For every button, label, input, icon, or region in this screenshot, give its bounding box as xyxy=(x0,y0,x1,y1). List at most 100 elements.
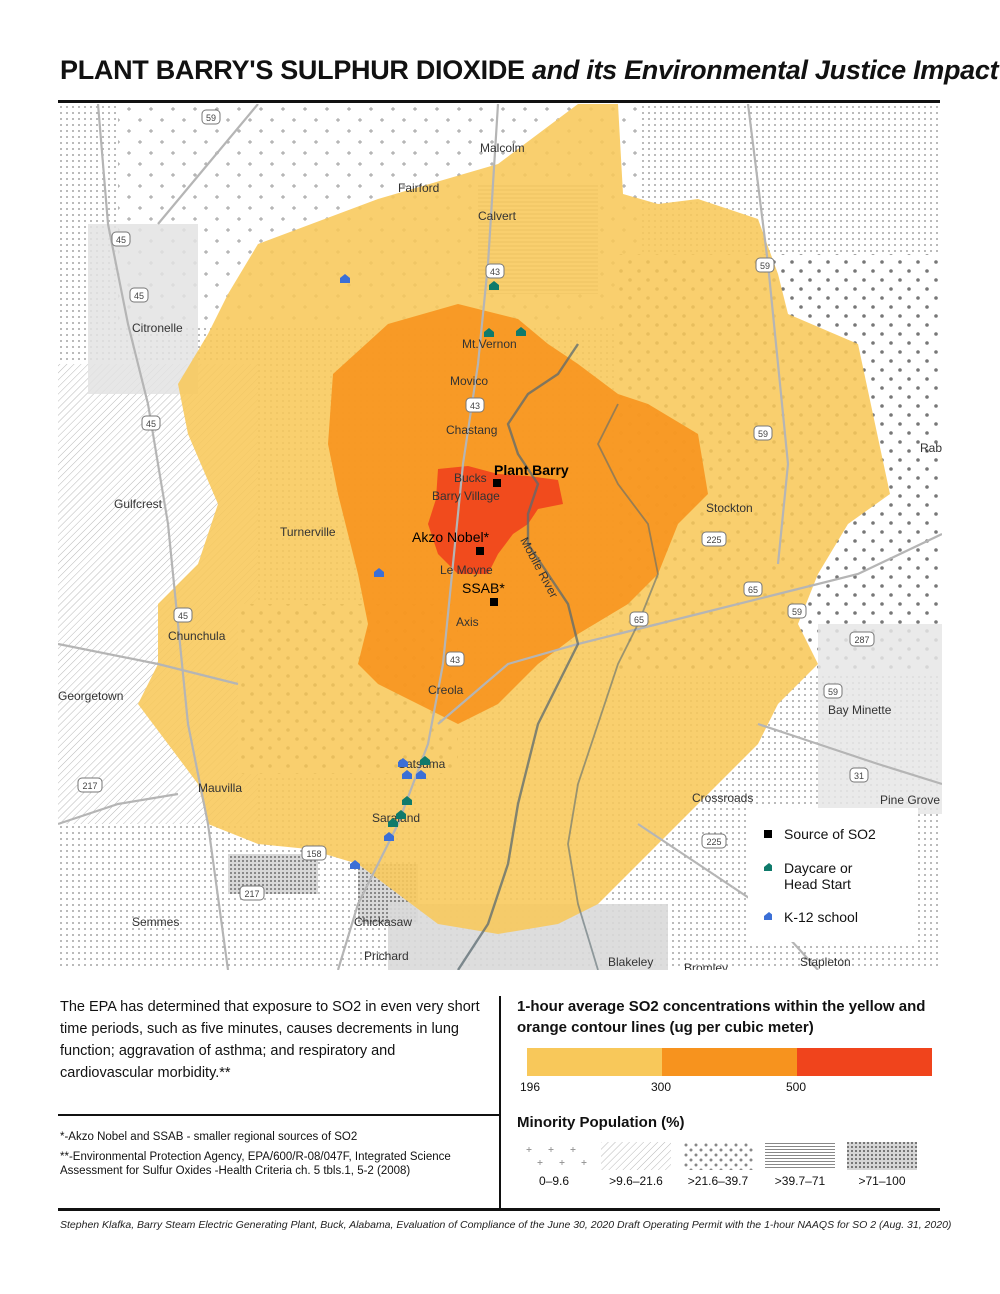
svg-text:158: 158 xyxy=(306,849,321,859)
ssab-marker[interactable] xyxy=(490,598,498,606)
school-icon xyxy=(350,860,360,869)
svg-text:Rab: Rab xyxy=(920,441,942,455)
divider-notes xyxy=(58,1114,500,1116)
shield-59-a: 59 xyxy=(755,257,775,273)
so2-map[interactable]: Malcolm Fairford Calvert Citronelle Mt.V… xyxy=(58,104,942,970)
school-icon xyxy=(398,758,408,767)
svg-text:Barry Village: Barry Village xyxy=(432,489,500,503)
svg-text:225: 225 xyxy=(706,837,721,847)
source-square-icon xyxy=(764,830,772,838)
shield-31: 31 xyxy=(849,767,869,783)
so2-bar-mid xyxy=(662,1048,797,1076)
plant-barry-label: Plant Barry xyxy=(494,462,569,478)
svg-text:Mauvilla: Mauvilla xyxy=(198,781,242,795)
school-icon xyxy=(384,832,394,841)
so2-tick-196: 196 xyxy=(520,1080,541,1094)
svg-text:Creola: Creola xyxy=(428,683,464,697)
plant-barry-marker[interactable] xyxy=(493,479,501,487)
svg-text:31: 31 xyxy=(854,771,864,781)
shield-43-b: 43 xyxy=(465,397,485,413)
legend-school-label: K-12 school xyxy=(784,909,858,925)
minority-class-3: >21.6–39.7 xyxy=(687,1174,749,1188)
so2-zone-red xyxy=(428,466,563,574)
svg-text:Citronelle: Citronelle xyxy=(132,321,183,335)
svg-text:59: 59 xyxy=(792,607,802,617)
shield-59-c: 59 xyxy=(787,603,807,619)
shield-217-b: 217 xyxy=(239,885,265,901)
shield-45-d: 45 xyxy=(173,607,193,623)
svg-text:Movico: Movico xyxy=(450,374,488,388)
footnote-2: **-Environmental Protection Agency, EPA/… xyxy=(60,1151,451,1177)
shield-217-a: 217 xyxy=(77,777,103,793)
highway-shields: 59 45 45 45 45 43 43 43 59 59 59 59 225 … xyxy=(77,109,875,901)
svg-text:Malcolm: Malcolm xyxy=(480,141,525,155)
school-house-icon xyxy=(764,912,772,920)
shield-45-b: 45 xyxy=(129,287,149,303)
svg-text:Mt.Vernon: Mt.Vernon xyxy=(462,337,517,351)
svg-text:Prichard: Prichard xyxy=(364,949,409,963)
tensaw-river xyxy=(567,403,659,970)
svg-text:59: 59 xyxy=(760,261,770,271)
minority-swatch-3 xyxy=(683,1142,753,1170)
daycare-icon xyxy=(420,756,430,765)
so2-legend-title: 1-hour average SO2 concentrations within… xyxy=(517,998,926,1036)
svg-text:45: 45 xyxy=(134,291,144,301)
svg-text:Pine Grove: Pine Grove xyxy=(880,793,940,807)
svg-text:Axis: Axis xyxy=(456,615,479,629)
minority-swatch-1 xyxy=(519,1142,589,1170)
svg-text:45: 45 xyxy=(116,235,126,245)
shield-65-a: 65 xyxy=(629,611,649,627)
source-citation: Stephen Klafka, Barry Steam Electric Gen… xyxy=(60,1219,952,1231)
svg-text:Stockton: Stockton xyxy=(706,501,753,515)
svg-text:Stapleton: Stapleton xyxy=(800,955,851,969)
svg-text:Crossroads: Crossroads xyxy=(692,791,753,805)
svg-text:Bromley: Bromley xyxy=(684,961,728,970)
ssab-label: SSAB* xyxy=(462,580,505,596)
minority-legend-title: Minority Population (%) xyxy=(517,1114,685,1131)
so2-tick-500: 500 xyxy=(786,1080,807,1094)
svg-text:Semmes: Semmes xyxy=(132,915,179,929)
svg-text:65: 65 xyxy=(634,615,644,625)
svg-text:65: 65 xyxy=(748,585,758,595)
bottom-rule xyxy=(58,1208,940,1211)
mobile-river xyxy=(456,343,580,970)
akzo-nobel-label: Akzo Nobel* xyxy=(412,529,490,545)
footnotes: *-Akzo Nobel and SSAB - smaller regional… xyxy=(60,1130,480,1184)
minority-class-2: >9.6–21.6 xyxy=(609,1174,663,1188)
shield-158: 158 xyxy=(301,845,327,861)
title-subtitle: and its Environmental Justice Impact xyxy=(531,55,999,85)
svg-text:225: 225 xyxy=(706,535,721,545)
svg-text:Blakeley: Blakeley xyxy=(608,955,653,969)
school-icon xyxy=(402,770,412,779)
svg-text:45: 45 xyxy=(178,611,188,621)
akzo-nobel-marker[interactable] xyxy=(476,547,484,555)
daycare-icon xyxy=(516,327,526,336)
title-main: PLANT BARRY'S SULPHUR DIOXIDE xyxy=(60,55,525,85)
school-icon xyxy=(416,770,426,779)
map-legend: Source of SO2 Daycare or Head Start K-12… xyxy=(748,808,918,942)
svg-text:Fairford: Fairford xyxy=(398,181,439,195)
shield-59-b: 59 xyxy=(753,425,773,441)
svg-text:Bucks: Bucks xyxy=(454,471,487,485)
shield-59-d: 59 xyxy=(823,683,843,699)
urban-gray-patch xyxy=(88,224,198,394)
school-icon xyxy=(340,274,350,283)
svg-text:Chickasaw: Chickasaw xyxy=(354,915,412,929)
daycare-icon xyxy=(402,796,412,805)
daycare-icon xyxy=(396,810,406,819)
minority-swatch-2 xyxy=(601,1142,671,1170)
svg-text:Chastang: Chastang xyxy=(446,423,497,437)
urban-gray-patch-east xyxy=(818,624,942,814)
daycare-icon xyxy=(388,818,398,827)
school-icon xyxy=(374,568,384,577)
svg-text:Calvert: Calvert xyxy=(478,209,517,223)
svg-text:59: 59 xyxy=(758,429,768,439)
footnote-1: *-Akzo Nobel and SSAB - smaller regional… xyxy=(60,1131,358,1143)
shield-43-a: 43 xyxy=(485,263,505,279)
svg-text:Chunchula: Chunchula xyxy=(168,629,226,643)
shield-59-ne: 59 xyxy=(201,109,221,125)
minority-swatch-4 xyxy=(765,1142,835,1170)
vertical-divider xyxy=(499,996,501,1208)
legend-source-label: Source of SO2 xyxy=(784,826,876,842)
svg-text:Georgetown: Georgetown xyxy=(58,689,123,703)
